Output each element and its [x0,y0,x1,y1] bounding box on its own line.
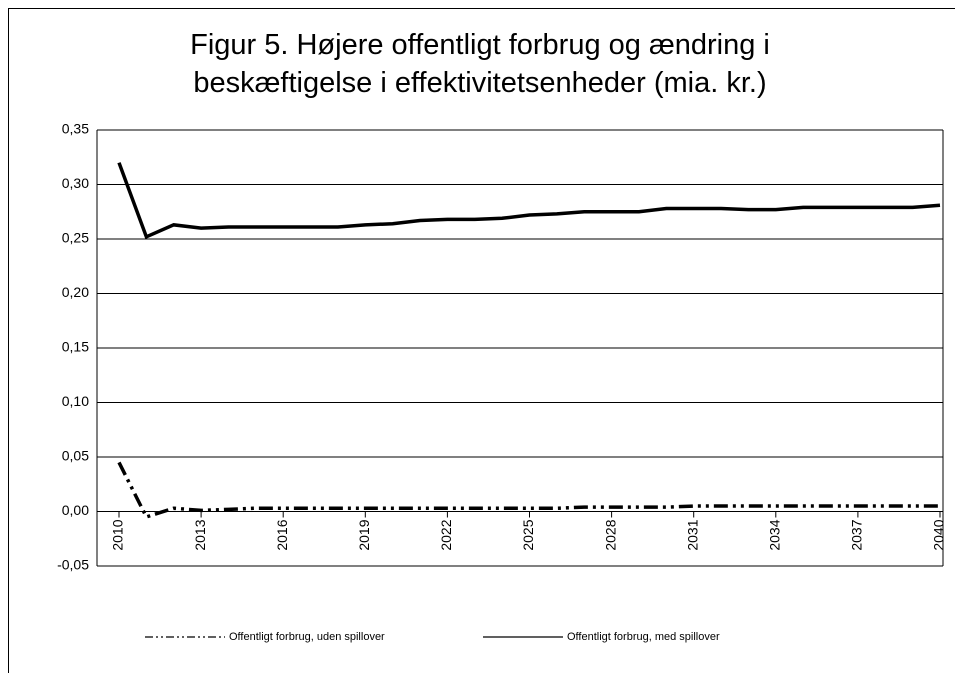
chart-title: Figur 5. Højere offentligt forbrug og æn… [190,29,770,99]
y-tick-label: 0,20 [62,284,89,300]
x-tick-label: 2040 [931,519,947,550]
x-tick-label: 2022 [438,519,454,550]
y-tick-label: -0,05 [57,557,89,573]
x-tick-label: 2013 [192,519,208,550]
line-series [117,162,941,240]
x-tick-label: 2031 [684,519,700,550]
x-tick-label: 2019 [356,519,372,550]
y-tick-label: 0,00 [62,502,89,518]
chart-frame [8,8,955,673]
legend-label: Offentligt forbrug, uden spillover [229,631,385,643]
legend-label: Offentligt forbrug, med spillover [567,631,720,643]
y-tick-label: 0,05 [62,448,89,464]
y-tick-label: 0,10 [62,393,89,409]
y-tick-label: 0,35 [62,121,89,137]
y-tick-label: 0,30 [62,175,89,191]
y-tick-label: 0,25 [62,230,89,246]
x-tick-label: 2034 [767,519,783,550]
x-tick-label: 2016 [274,519,290,550]
y-tick-label: 0,15 [62,339,89,355]
x-tick-label: 2025 [520,519,536,550]
line-series [117,461,940,520]
x-tick-label: 2037 [849,519,865,550]
x-tick-label: 2028 [602,519,618,550]
x-tick-label: 2010 [110,519,126,550]
